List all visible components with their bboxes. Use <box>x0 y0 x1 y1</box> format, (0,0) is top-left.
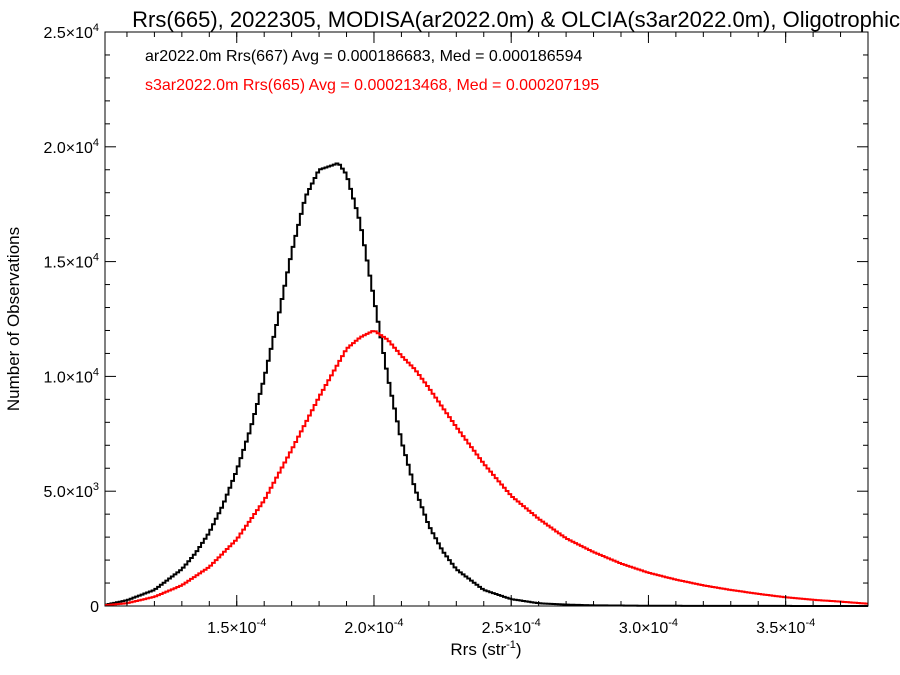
x-tick-label-1: 2.0×10-4 <box>344 617 403 637</box>
y-tick-label-2: 1.0×104 <box>43 366 99 386</box>
series-1-histogram <box>105 330 868 607</box>
ticks-layer: 1.5×10-4 2.0×10-4 2.5×10-4 3.0×10-4 3.5×10-4… <box>43 22 869 637</box>
x-axis-title-sup: -1 <box>506 639 516 651</box>
x-tick-label-0: 1.5×10-4 <box>207 617 266 637</box>
y-axis-title: Number of Observations <box>4 227 23 411</box>
x-tick-label-2: 2.5×10-4 <box>482 617 541 637</box>
y-tick-label-1: 5.0×103 <box>43 481 99 501</box>
legend-entry-red: s3ar2022.0m Rrs(665) Avg = 0.000213468, … <box>145 77 599 94</box>
x-axis-title: Rrs (str-1) <box>450 639 521 659</box>
series-0-histogram <box>105 162 868 607</box>
legend-entry-black: ar2022.0m Rrs(667) Avg = 0.000186683, Me… <box>145 48 582 65</box>
plot-frame <box>104 31 869 607</box>
y-tick-label-3: 1.5×104 <box>43 252 99 272</box>
y-tick-label-5: 2.5×104 <box>43 22 99 42</box>
chart-title: Rrs(665), 2022305, MODISA(ar2022.0m) & O… <box>132 7 900 32</box>
x-axis-title-main: Rrs (str <box>450 640 506 659</box>
y-tick-label-4: 2.0×104 <box>43 137 99 157</box>
series-layer <box>105 162 868 607</box>
x-axis-title-close: ) <box>516 640 522 659</box>
x-tick-label-4: 3.5×10-4 <box>756 617 815 637</box>
x-tick-label-3: 3.0×10-4 <box>619 617 678 637</box>
legend: ar2022.0m Rrs(667) Avg = 0.000186683, Me… <box>145 48 599 94</box>
y-tick-label-0: 0 <box>90 599 99 616</box>
